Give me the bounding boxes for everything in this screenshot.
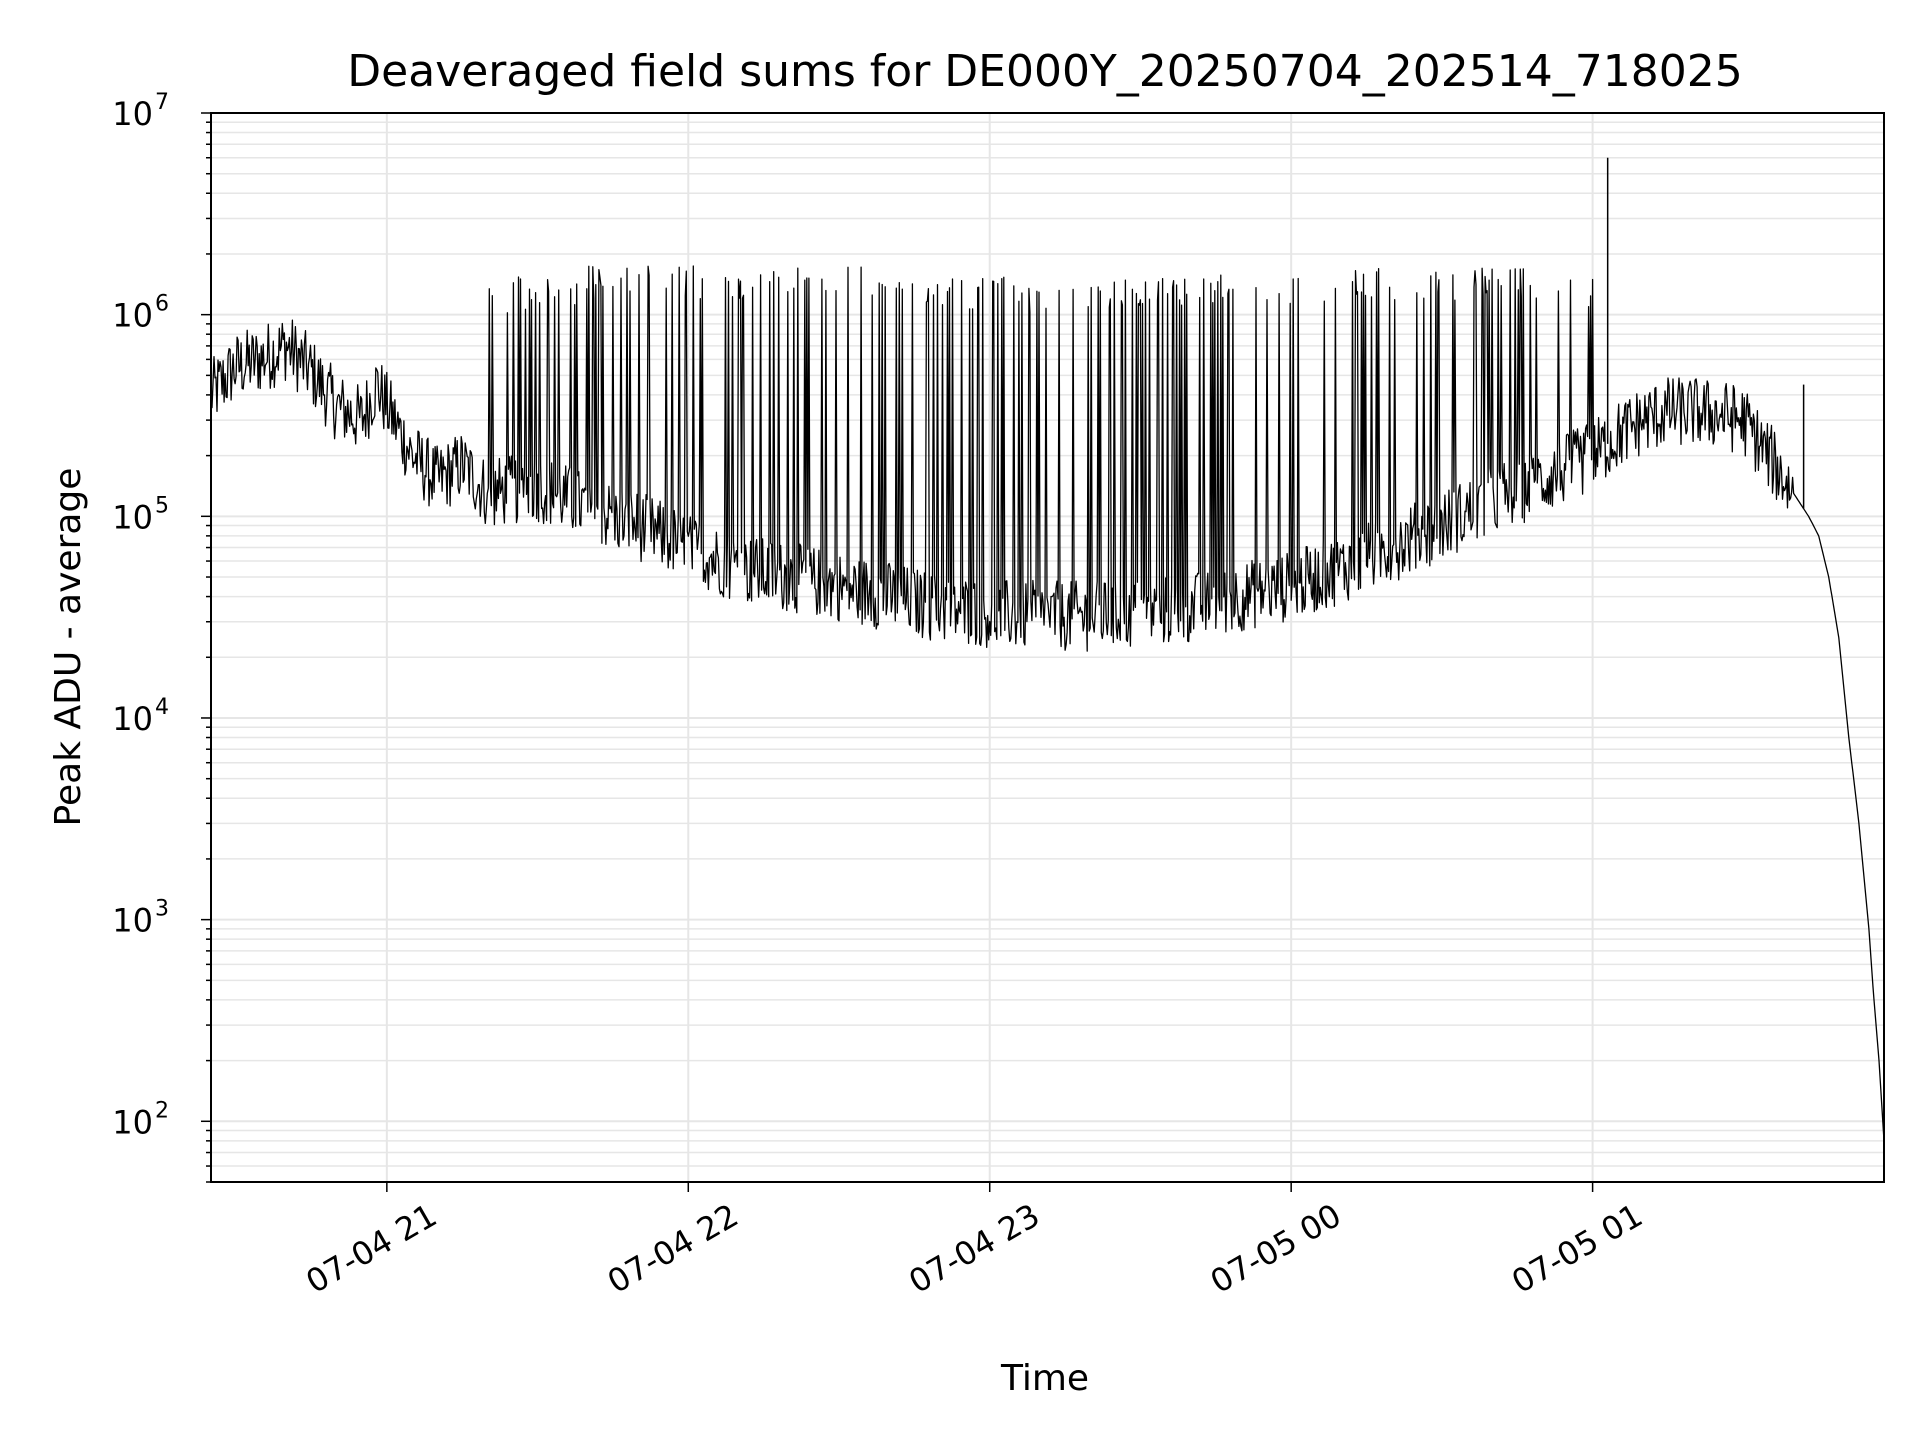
y-tick-label-exponent: 7 (155, 90, 169, 115)
y-tick-label: 10 (112, 297, 153, 335)
x-axis-label: Time (1000, 1358, 1089, 1399)
y-tick-label: 10 (112, 95, 153, 133)
y-tick-label-exponent: 6 (155, 292, 169, 317)
y-axis-label: Peak ADU - average (48, 468, 89, 827)
y-tick-label: 10 (112, 902, 153, 940)
y-tick-label-exponent: 4 (155, 695, 169, 720)
data-series (210, 157, 1885, 1141)
y-tick-label: 10 (112, 498, 153, 536)
grid-lines (211, 112, 1884, 1183)
chart-title: Deaveraged field sums for DE000Y_2025070… (347, 46, 1742, 97)
y-tick-label: 10 (112, 1103, 153, 1141)
y-tick-label-exponent: 2 (155, 1098, 169, 1123)
plot-frame (210, 112, 1885, 1183)
series-line (210, 265, 1885, 1141)
y-tick-label-exponent: 5 (155, 493, 169, 518)
y-tick-label: 10 (112, 700, 153, 738)
y-tick-label-exponent: 3 (155, 897, 169, 922)
